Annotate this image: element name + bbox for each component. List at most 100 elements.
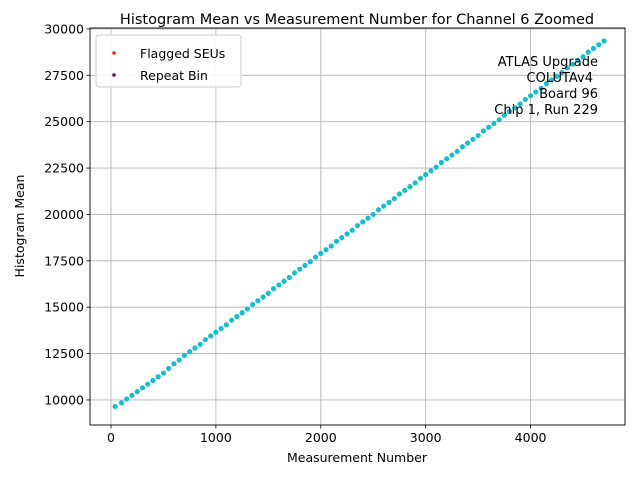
data-point [559, 69, 565, 76]
data-point [543, 81, 549, 87]
data-point [307, 259, 313, 265]
data-point [417, 175, 424, 181]
data-point [208, 333, 214, 339]
data-point [554, 73, 560, 79]
data-point [354, 222, 361, 229]
y-tick-label: 15000 [44, 300, 84, 315]
data-point [192, 345, 198, 351]
grid-lines [90, 28, 625, 425]
data-point [265, 290, 271, 296]
data-point [323, 247, 329, 253]
data-point [202, 337, 208, 343]
data-point [276, 282, 282, 288]
plot-frame [89, 27, 626, 426]
data-point [339, 235, 345, 241]
data-point [480, 128, 486, 134]
data-point [386, 199, 392, 205]
data-point [187, 349, 193, 355]
annotation-line: Chip 1, Run 229 [494, 103, 598, 118]
data-point [423, 171, 429, 178]
data-point [176, 357, 182, 363]
x-axis-ticks: 0 1000 2000 3000 4000 [107, 425, 547, 445]
data-point [197, 341, 203, 347]
data-point [318, 250, 324, 256]
data-point [575, 57, 581, 64]
data-point [239, 310, 245, 316]
data-point [134, 389, 140, 395]
data-point [512, 105, 518, 111]
data-point [145, 381, 151, 387]
data-point [517, 101, 523, 107]
legend-marker-repeat-bin [112, 73, 116, 77]
data-point [365, 215, 371, 221]
data-point [507, 108, 513, 115]
data-point [160, 370, 167, 376]
data-point [391, 196, 397, 202]
data-point [412, 180, 418, 186]
data-point [124, 396, 130, 402]
x-tick-label: 3000 [410, 430, 442, 445]
y-tick-label: 10000 [44, 392, 84, 407]
data-point [454, 148, 460, 154]
legend-marker-flagged-seus [112, 51, 116, 55]
data-point [491, 120, 497, 127]
data-point [501, 112, 507, 118]
data-point [496, 117, 502, 123]
data-point [234, 313, 240, 320]
data-point [402, 187, 408, 193]
x-tick-label: 0 [107, 430, 115, 445]
data-point [438, 159, 445, 166]
data-point [328, 243, 334, 249]
data-point [375, 207, 382, 213]
legend-label-repeat-bin: Repeat Bin [140, 68, 208, 83]
data-point [270, 286, 277, 292]
data-point [590, 45, 597, 52]
data-point [360, 219, 366, 225]
y-tick-label: 20000 [44, 207, 84, 222]
data-point [428, 168, 434, 174]
data-point [166, 365, 172, 372]
annotation-line: COLUTAv4 [527, 71, 593, 86]
data-point [569, 61, 576, 67]
data-point [171, 361, 177, 367]
y-tick-label: 17500 [44, 253, 84, 268]
data-point [312, 254, 319, 260]
data-point [213, 329, 219, 335]
data-point [433, 164, 439, 170]
data-point [223, 322, 229, 328]
data-point [344, 231, 350, 237]
data-point [475, 132, 481, 139]
data-point [260, 294, 266, 300]
data-point [218, 325, 224, 332]
data-point [255, 298, 261, 304]
y-tick-label: 12500 [44, 346, 84, 361]
data-point [333, 238, 340, 244]
data-point [139, 385, 146, 391]
data-point [150, 377, 156, 384]
legend-label-flagged-seus: Flagged SEUs [140, 46, 225, 61]
data-point [407, 184, 413, 190]
data-point [522, 96, 528, 103]
data-point [449, 152, 455, 158]
data-point [470, 136, 476, 142]
data-point [564, 65, 570, 71]
legend-box [95, 34, 242, 88]
annotation-line: Board 96 [539, 87, 598, 102]
data-point [465, 140, 471, 146]
data-point [297, 266, 303, 272]
data-point [396, 191, 403, 197]
x-axis-label: Measurement Number [287, 450, 428, 465]
y-tick-label: 22500 [44, 161, 84, 176]
data-point [302, 262, 308, 269]
data-point [459, 144, 466, 150]
y-axis-label: Histogram Mean [12, 175, 27, 278]
data-point [291, 270, 298, 276]
data-point [129, 392, 135, 398]
y-axis-ticks: 10000 12500 15000 17500 20000 22500 25000 27500… [44, 21, 90, 407]
data-point [548, 77, 555, 83]
y-tick-label: 30000 [44, 21, 84, 36]
run-annotation: ATLAS Upgrade COLUTAv4 Board 96 Chip 1, … [494, 55, 598, 118]
data-point [118, 400, 125, 406]
y-tick-label: 25000 [44, 114, 84, 129]
